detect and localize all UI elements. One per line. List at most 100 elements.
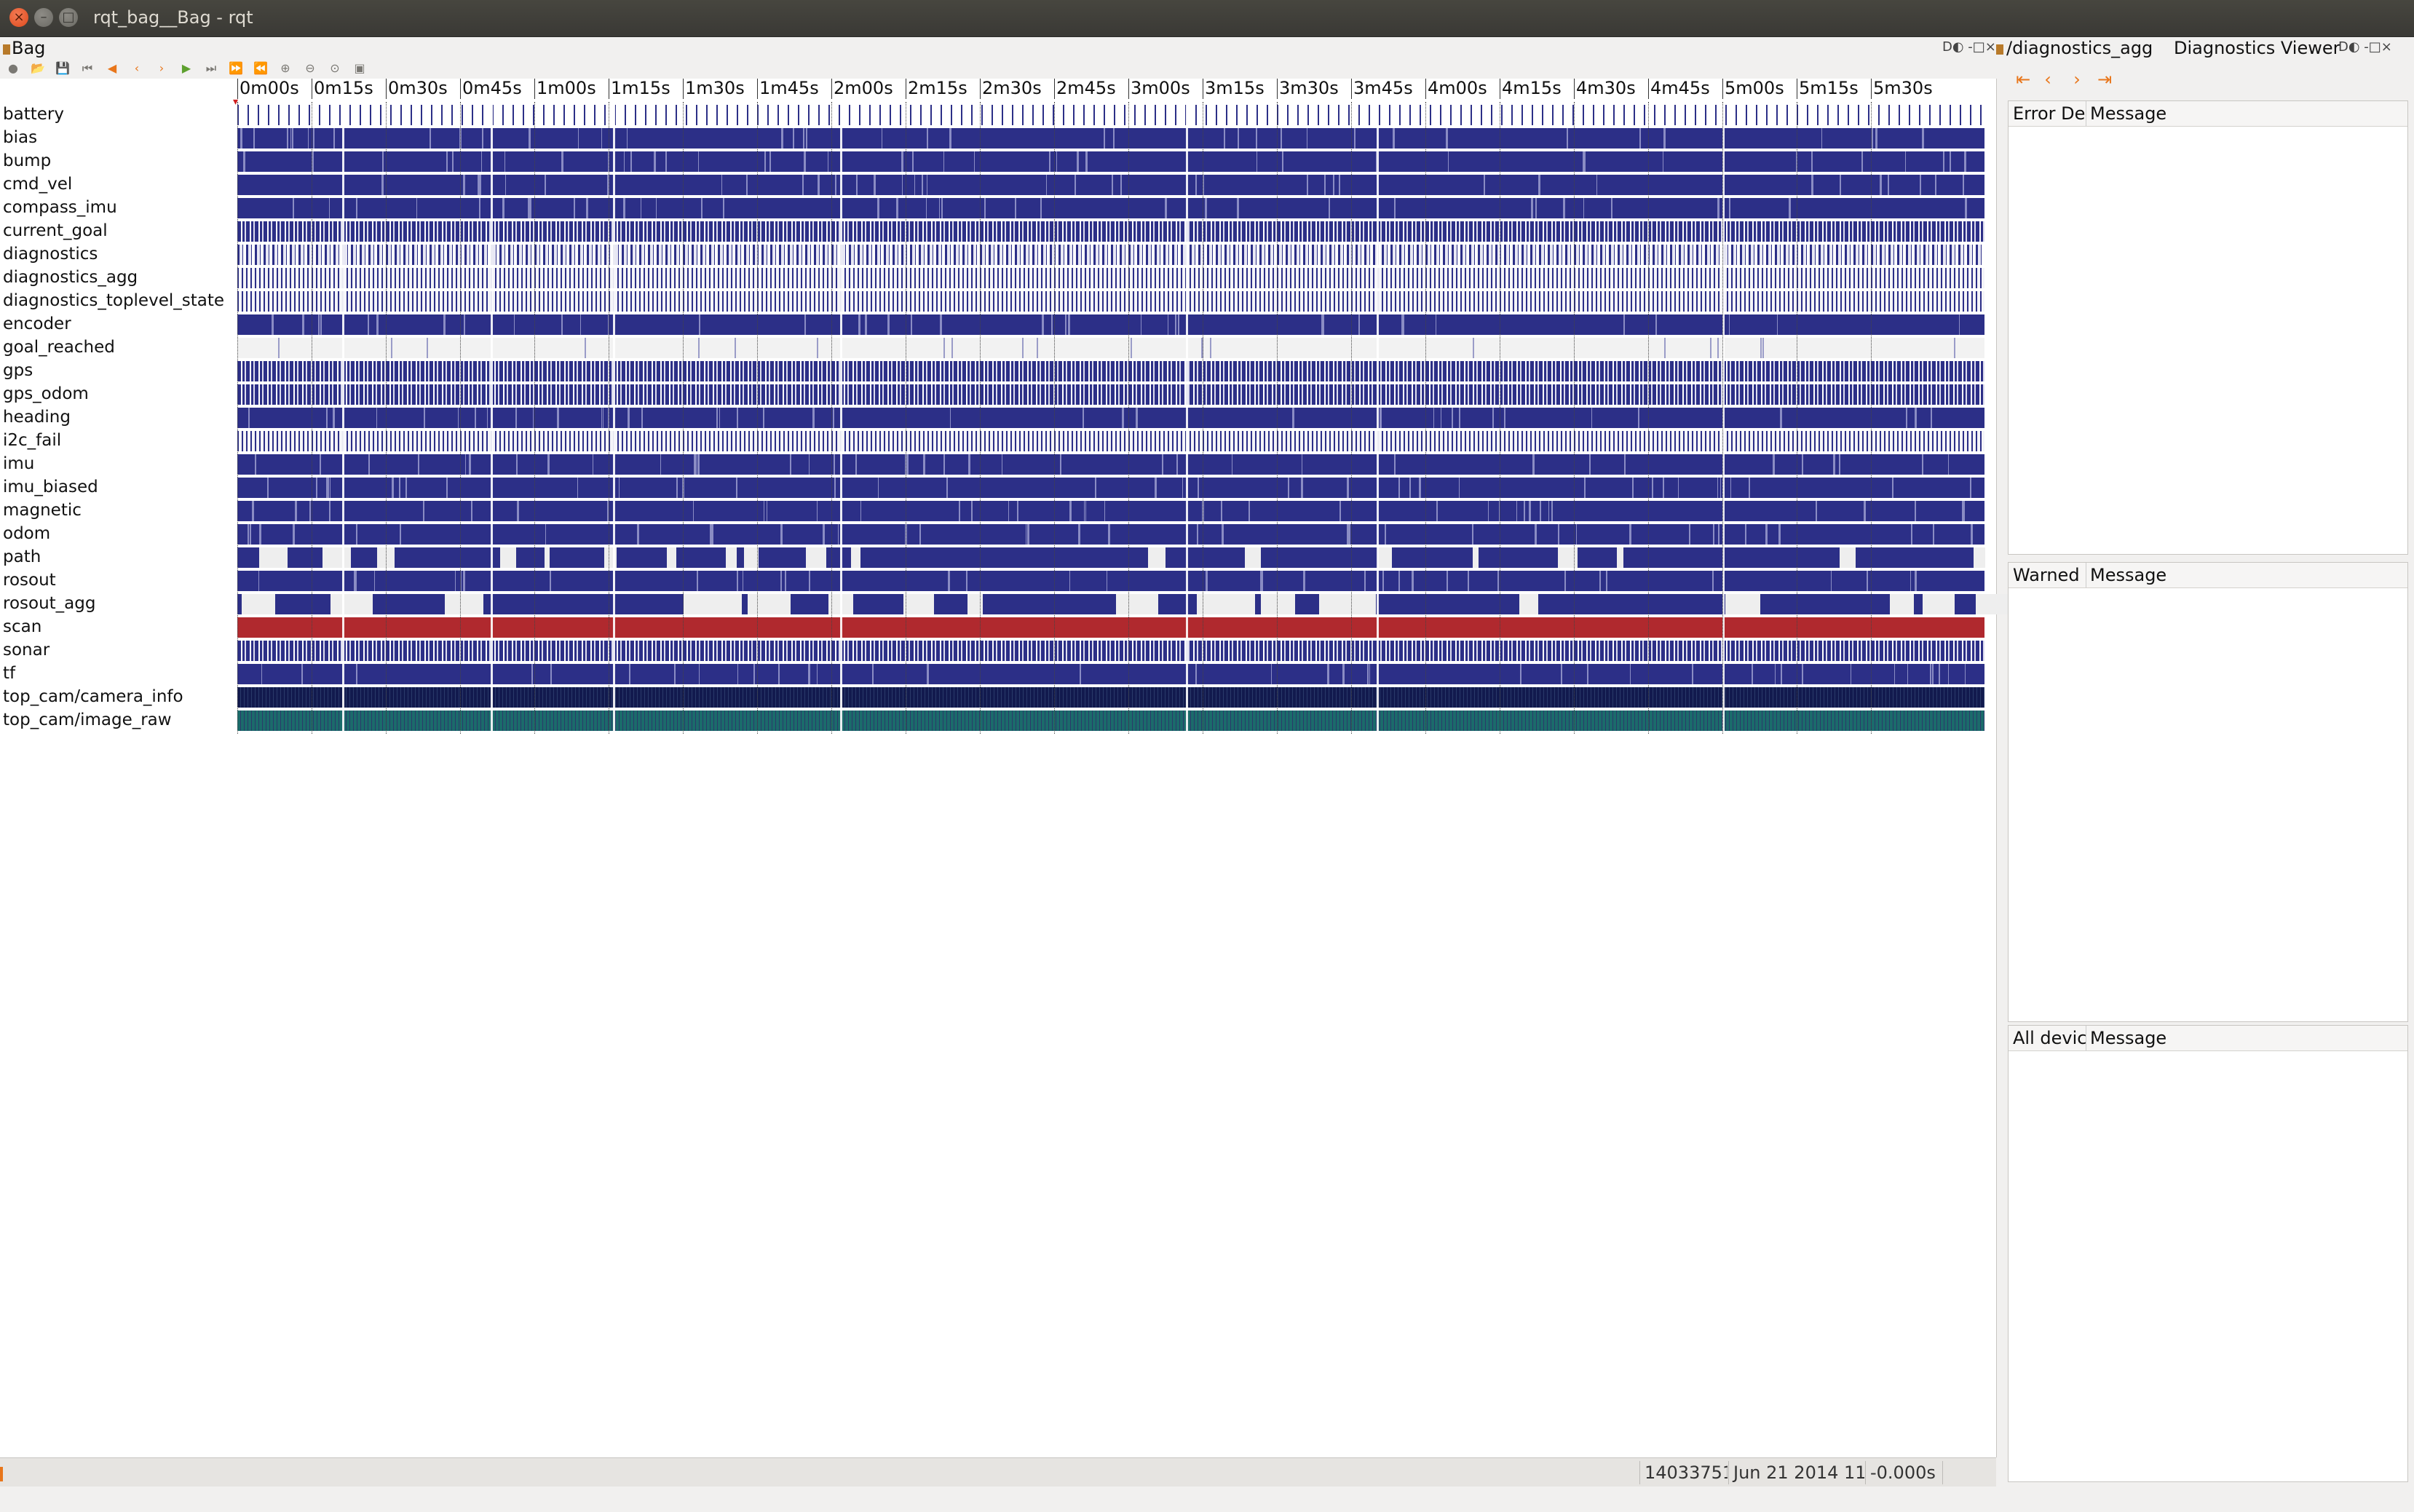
minimize-window-button[interactable]: – xyxy=(34,8,53,27)
message-gap xyxy=(694,454,697,475)
diagnostics-dock-controls[interactable]: D◐ -□× xyxy=(2338,39,2392,55)
slower-button[interactable]: ⏪ xyxy=(253,61,268,75)
first-icon[interactable]: ⇤ xyxy=(2015,69,2031,90)
all-devices-column[interactable]: All devices xyxy=(2013,1026,2086,1050)
topic-track[interactable] xyxy=(237,291,1984,312)
message-gap xyxy=(1663,128,1666,149)
topic-label[interactable]: odom xyxy=(3,524,51,543)
stop-button[interactable]: › xyxy=(159,61,165,75)
topic-track[interactable] xyxy=(237,338,1984,358)
topic-label[interactable]: i2c_fail xyxy=(3,431,62,450)
topic-track[interactable] xyxy=(237,524,1984,545)
step-back-button[interactable]: ◀ xyxy=(107,61,117,75)
topic-track[interactable] xyxy=(237,221,1984,242)
topic-label[interactable]: gps xyxy=(3,361,33,380)
topic-label[interactable]: gps_odom xyxy=(3,384,89,403)
message-gap xyxy=(818,175,820,195)
topic-label[interactable]: top_cam/camera_info xyxy=(3,687,183,706)
topic-track[interactable] xyxy=(237,198,1984,218)
step-forward-button[interactable]: ⏭ xyxy=(205,61,217,75)
bag-dock-controls[interactable]: D◐ -□× xyxy=(1942,39,1996,55)
message-gap xyxy=(1890,594,1914,614)
all-devices-panel[interactable]: All devices Message xyxy=(2008,1025,2408,1482)
save-bag-button[interactable]: 💾 xyxy=(55,61,70,75)
go-to-beginning-button[interactable]: ⏮ xyxy=(82,61,93,75)
topic-label[interactable]: path xyxy=(3,547,41,566)
topic-track[interactable] xyxy=(237,268,1984,288)
topic-label[interactable]: compass_imu xyxy=(3,198,117,217)
message-gap xyxy=(834,478,836,498)
topic-label[interactable]: top_cam/image_raw xyxy=(3,711,172,729)
thumbnails-button[interactable]: ▣ xyxy=(354,61,365,75)
record-button[interactable]: ● xyxy=(8,61,18,75)
status-offset: -0.000s xyxy=(1865,1461,1943,1484)
topic-label[interactable]: imu_biased xyxy=(3,478,98,496)
next-icon[interactable]: › xyxy=(2073,69,2081,90)
play-button[interactable]: ▶ xyxy=(181,61,191,75)
topic-track[interactable] xyxy=(237,454,1984,475)
go-to-end-button[interactable]: ⏩ xyxy=(229,61,243,75)
close-window-button[interactable]: × xyxy=(9,8,28,27)
last-icon[interactable]: ⇥ xyxy=(2097,69,2113,90)
topic-label[interactable]: magnetic xyxy=(3,501,82,520)
prev-icon[interactable]: ‹ xyxy=(2044,69,2051,90)
topic-label[interactable]: tf xyxy=(3,664,16,683)
topic-label[interactable]: scan xyxy=(3,617,42,636)
all-message-column[interactable]: Message xyxy=(2090,1028,2167,1048)
topic-label[interactable]: diagnostics_toplevel_state xyxy=(3,291,224,310)
topic-track[interactable] xyxy=(237,361,1984,381)
topic-track[interactable] xyxy=(237,384,1984,405)
error-devices-panel[interactable]: Error Devices Message xyxy=(2008,100,2408,555)
topic-track[interactable] xyxy=(237,408,1984,428)
topic-track[interactable] xyxy=(237,431,1984,451)
message-gap xyxy=(1915,501,1916,521)
topic-track[interactable] xyxy=(237,105,1984,125)
topic-label[interactable]: cmd_vel xyxy=(3,175,73,194)
topic-track[interactable] xyxy=(237,245,1984,265)
maximize-window-button[interactable]: □ xyxy=(59,8,78,27)
topic-track[interactable] xyxy=(237,478,1984,498)
warned-message-column[interactable]: Message xyxy=(2090,565,2167,585)
topic-label[interactable]: bump xyxy=(3,151,52,170)
topic-track[interactable] xyxy=(237,571,1984,591)
timeline-ruler[interactable]: 0m00s 0m15s 0m30s 0m45s 1m00s 1m15s 1m30s 1m45s… xyxy=(237,79,1984,102)
topic-track[interactable] xyxy=(237,128,1984,149)
topic-label[interactable]: bias xyxy=(3,128,38,147)
topic-label[interactable]: heading xyxy=(3,408,71,427)
topic-label[interactable]: battery xyxy=(3,105,64,124)
topic-track[interactable] xyxy=(237,664,1984,684)
topic-label[interactable]: current_goal xyxy=(3,221,108,240)
topic-label[interactable]: diagnostics_agg xyxy=(3,268,138,287)
topic-label[interactable]: imu xyxy=(3,454,35,473)
playhead-marker[interactable]: ▾ xyxy=(233,96,239,108)
topic-label[interactable]: diagnostics xyxy=(3,245,98,264)
topic-track[interactable] xyxy=(237,547,1985,568)
error-devices-column[interactable]: Error Devices xyxy=(2013,101,2086,126)
topic-track[interactable] xyxy=(237,617,1984,638)
message-gap xyxy=(1729,314,1730,335)
topic-track[interactable] xyxy=(237,314,1984,335)
play-backward-button[interactable]: ‹ xyxy=(134,61,140,75)
topic-label[interactable]: rosout_agg xyxy=(3,594,96,613)
topic-label[interactable]: encoder xyxy=(3,314,71,333)
topic-label[interactable]: rosout xyxy=(3,571,56,590)
topic-track[interactable] xyxy=(237,594,2016,614)
topic-label[interactable]: sonar xyxy=(3,641,50,660)
message-gap xyxy=(1104,501,1105,521)
load-bag-button[interactable]: 📂 xyxy=(31,61,45,75)
topic-track[interactable] xyxy=(237,151,1984,172)
topic-track[interactable] xyxy=(237,687,1984,708)
topic-track[interactable] xyxy=(237,175,1984,195)
zoom-in-button[interactable]: ⊕ xyxy=(280,61,290,75)
error-message-column[interactable]: Message xyxy=(2090,103,2167,124)
topic-track[interactable] xyxy=(237,711,1984,731)
topic-label[interactable]: goal_reached xyxy=(3,338,115,357)
zoom-out-button[interactable]: ⊖ xyxy=(305,61,315,75)
warned-devices-panel[interactable]: Warned Devices Message xyxy=(2008,562,2408,1022)
message-gap xyxy=(308,128,309,149)
topic-track[interactable] xyxy=(237,641,1984,661)
zoom-reset-button[interactable]: ⊙ xyxy=(330,61,340,75)
bag-timeline[interactable]: 0m00s 0m15s 0m30s 0m45s 1m00s 1m15s 1m30s 1m45s… xyxy=(0,79,2016,1457)
message-gap xyxy=(1155,478,1157,498)
warned-devices-column[interactable]: Warned Devices xyxy=(2013,563,2086,587)
